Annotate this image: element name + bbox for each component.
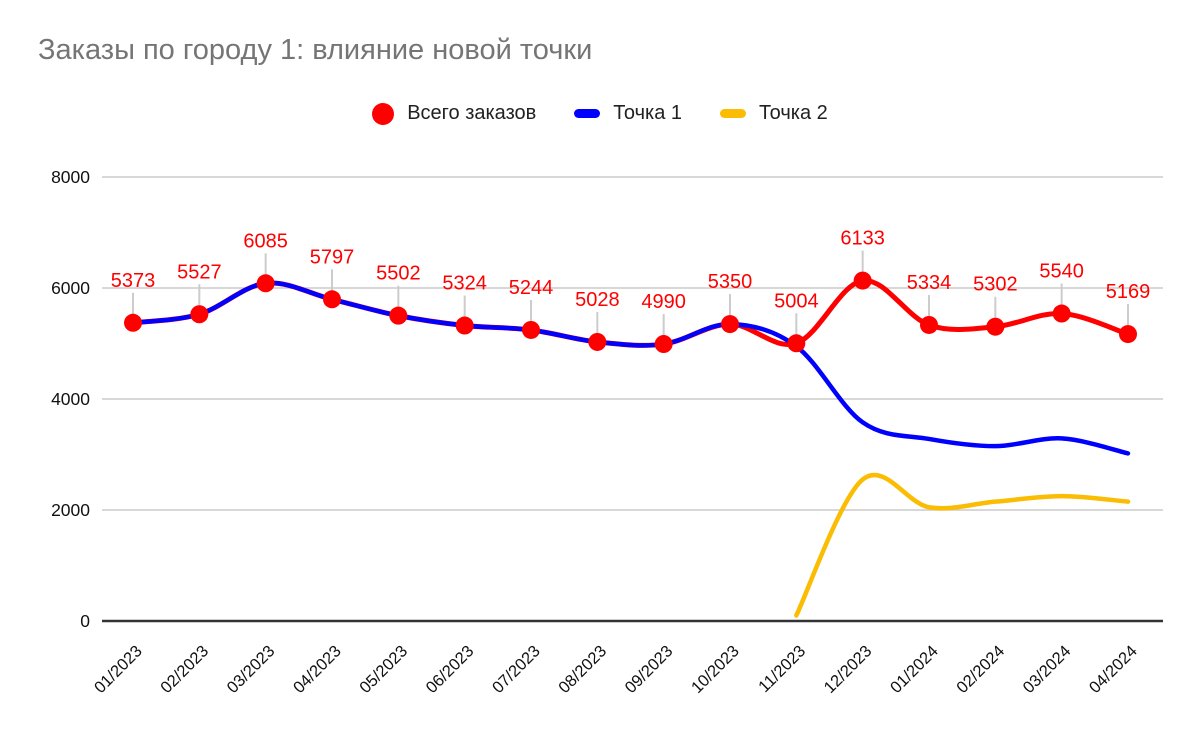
series-line-1 — [130, 280, 1131, 456]
data-label: 5004 — [774, 290, 819, 312]
data-label: 5502 — [376, 263, 421, 285]
data-point — [588, 332, 607, 351]
legend-marker-point-2 — [720, 109, 747, 118]
chart-title: Заказы по городу 1: влияние новой точки — [38, 34, 593, 66]
x-tick-label: 03/2023 — [224, 642, 279, 697]
y-tick-label: 6000 — [51, 278, 90, 298]
x-tick-label: 04/2023 — [290, 642, 345, 697]
legend-item-point-2: Точка 2 — [720, 102, 828, 125]
data-label: 5324 — [442, 273, 487, 295]
x-tick-label: 02/2023 — [157, 642, 212, 697]
x-tick-label: 02/2024 — [953, 642, 1008, 697]
x-tick-label: 01/2023 — [91, 642, 146, 697]
legend-label: Всего заказов — [407, 102, 537, 124]
data-point — [124, 313, 142, 332]
legend-item-total-orders: Всего заказов — [372, 102, 536, 125]
data-label: 5169 — [1106, 281, 1151, 303]
data-label: 5334 — [907, 272, 952, 294]
x-tick-label: 09/2023 — [622, 642, 677, 697]
legend-label: Точка 1 — [613, 102, 683, 124]
legend-marker-total-orders — [372, 102, 395, 125]
data-point — [1052, 304, 1071, 323]
data-point — [787, 334, 806, 353]
x-tick-label: 01/2024 — [887, 642, 942, 697]
data-point — [322, 290, 341, 309]
data-label: 5527 — [177, 261, 222, 283]
y-tick-label: 8000 — [51, 167, 90, 187]
data-point — [455, 316, 474, 335]
legend: Всего заказов Точка 1 Точка 2 — [0, 102, 1200, 125]
data-label: 6133 — [840, 228, 885, 250]
x-tick-label: 04/2024 — [1086, 642, 1141, 697]
y-tick-label: 4000 — [51, 389, 90, 409]
data-label: 5797 — [310, 246, 355, 268]
x-tick-label: 11/2023 — [755, 642, 809, 696]
x-tick-label: 08/2023 — [555, 642, 610, 697]
data-point — [986, 317, 1005, 336]
series-line-2 — [794, 472, 1131, 618]
legend-item-point-1: Точка 1 — [574, 102, 682, 125]
data-point — [389, 306, 408, 325]
x-tick-label: 05/2023 — [356, 642, 411, 697]
data-point — [853, 271, 872, 290]
data-label: 5244 — [509, 277, 554, 299]
data-label: 5540 — [1039, 261, 1084, 283]
data-point — [256, 274, 275, 293]
y-tick-label: 0 — [80, 611, 90, 631]
x-tick-label: 07/2023 — [489, 642, 544, 697]
data-point — [720, 315, 739, 334]
data-label: 5028 — [575, 289, 620, 311]
legend-label: Точка 2 — [759, 102, 828, 124]
data-point — [521, 320, 540, 339]
x-tick-label: 12/2023 — [821, 642, 876, 697]
data-point — [654, 335, 673, 354]
x-tick-label: 10/2023 — [688, 642, 743, 697]
data-point — [1118, 325, 1137, 344]
data-point — [919, 315, 938, 334]
data-point — [190, 305, 209, 324]
y-tick-label: 2000 — [51, 500, 90, 520]
data-label: 4990 — [641, 291, 686, 313]
data-label: 5373 — [111, 270, 156, 292]
x-tick-label: 06/2023 — [423, 642, 478, 697]
x-tick-label: 03/2024 — [1020, 642, 1075, 697]
data-label: 5302 — [973, 274, 1018, 296]
data-label: 6085 — [243, 230, 288, 252]
data-label: 5350 — [708, 271, 753, 293]
legend-marker-point-1 — [574, 109, 601, 118]
